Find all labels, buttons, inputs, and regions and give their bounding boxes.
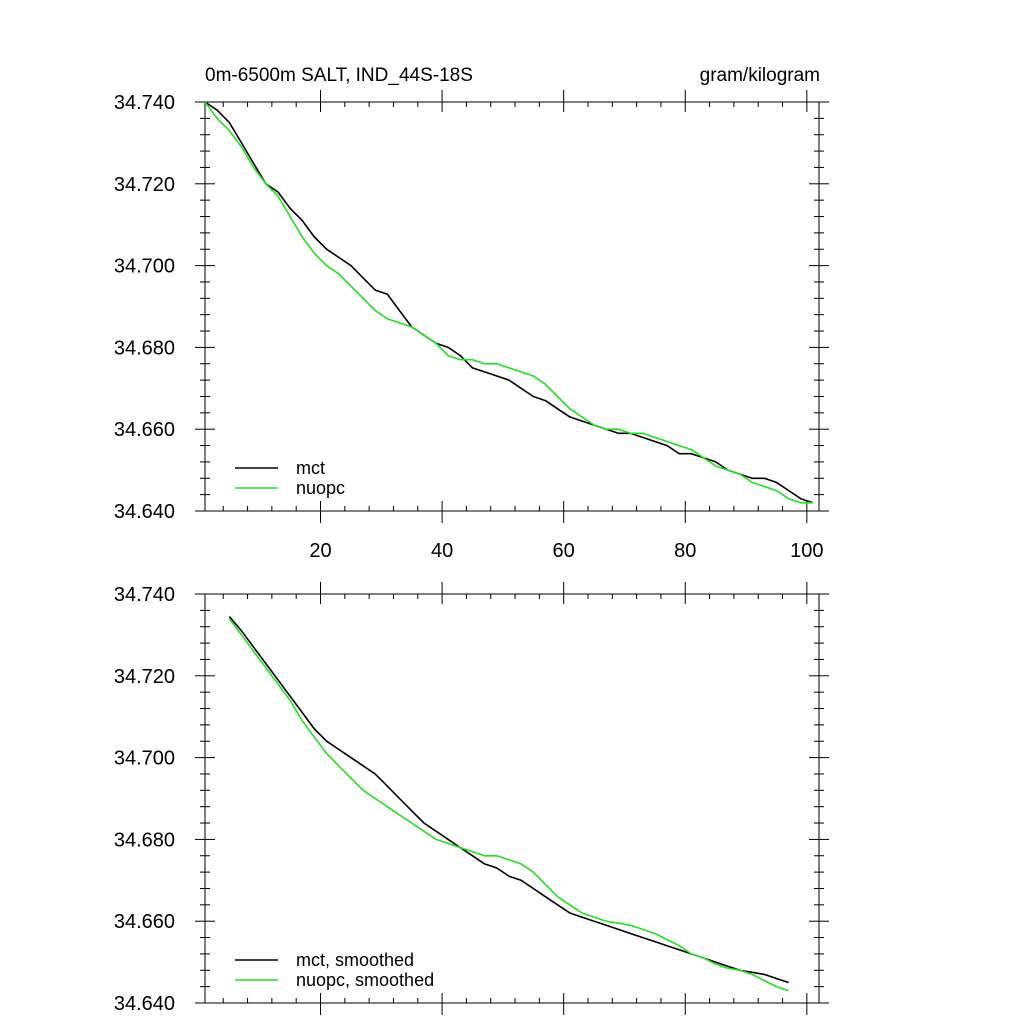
y-tick-label: 34.680: [114, 829, 175, 851]
series-line-nuopc-smoothed: [228, 618, 789, 992]
plot-frame: [204, 101, 820, 512]
y-tick-label: 34.660: [114, 419, 175, 441]
legend-label: nuopc, smoothed: [296, 970, 434, 990]
y-tick-label: 34.660: [114, 911, 175, 933]
series-line-mct-smoothed: [228, 615, 789, 984]
plot-frame: [204, 593, 820, 1004]
legend-label: nuopc: [296, 478, 345, 498]
legend-label: mct, smoothed: [296, 950, 414, 970]
top-panel: 34.640 34.660 34.680 34.700 34.720 34.740 20 40…: [114, 90, 829, 562]
legend-label: mct: [296, 458, 325, 478]
x-tick-label: 20: [309, 540, 331, 562]
x-tick-label: 40: [431, 540, 453, 562]
series-line-nuopc: [204, 101, 813, 504]
bottom-panel: 34.640 34.660 34.680 34.700 34.720 34.740 mct,…: [114, 582, 829, 1015]
y-tick-label: 34.700: [114, 748, 175, 770]
y-tick-label: 34.740: [114, 584, 175, 606]
y-tick-label: 34.740: [114, 92, 175, 114]
chart-title: 0m-6500m SALT, IND_44S-18S: [205, 65, 473, 86]
units-label: gram/kilogram: [699, 65, 820, 86]
x-tick-label: 80: [674, 540, 696, 562]
y-tick-label: 34.720: [114, 174, 175, 196]
y-tick-label: 34.720: [114, 666, 175, 688]
y-tick-label: 34.700: [114, 256, 175, 278]
series-line-mct: [204, 101, 814, 504]
y-tick-label: 34.640: [114, 993, 175, 1015]
x-tick-label: 60: [553, 540, 575, 562]
y-tick-label: 34.640: [114, 501, 175, 523]
x-tick-label: 100: [790, 540, 823, 562]
y-tick-label: 34.680: [114, 337, 175, 359]
